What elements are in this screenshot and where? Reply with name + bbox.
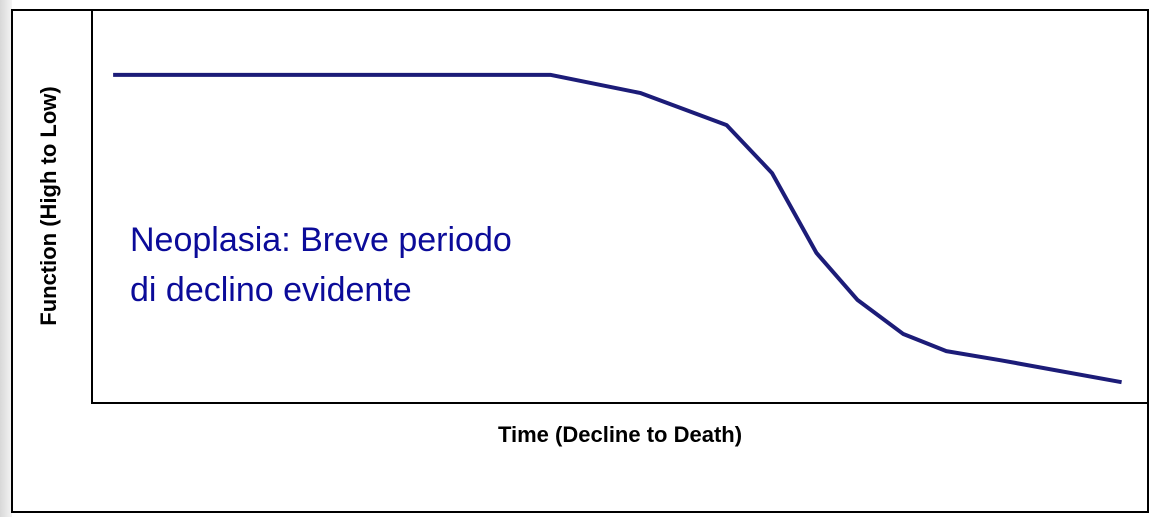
side-strip [0, 0, 12, 517]
annotation: di declino evidente [130, 271, 412, 309]
y-axis-label: Function (High to Low) [36, 86, 61, 326]
annotation: Neoplasia: Breve periodo [130, 221, 512, 259]
plot-area [91, 9, 1149, 404]
frame [11, 9, 1149, 513]
line [113, 72, 1122, 385]
x-axis-label: Time (Decline to Death) [498, 422, 742, 447]
